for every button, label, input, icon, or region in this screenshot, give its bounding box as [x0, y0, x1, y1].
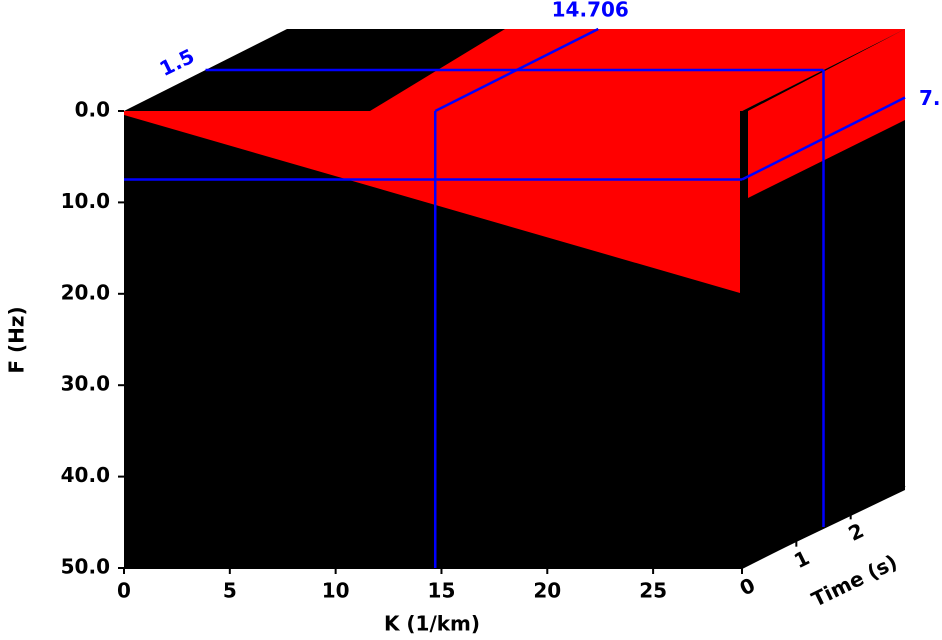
y-tick-label: 20.0: [61, 280, 110, 304]
y-tick-label: 40.0: [61, 463, 110, 487]
y-tick-label: 50.0: [61, 555, 110, 579]
x-tick-label: 0: [117, 579, 131, 603]
cube-faces: [124, 29, 905, 568]
x-tick-label: 25: [639, 579, 667, 603]
front-red-region: [124, 111, 740, 293]
x-tick-label: 20: [533, 579, 561, 603]
x-tick-label: 15: [428, 579, 456, 603]
slice-x-label: 14.706: [552, 0, 629, 22]
x-tick-label: 10: [322, 579, 350, 603]
z-axis-label: Time (s): [808, 550, 901, 612]
y-tick-label: 10.0: [61, 189, 110, 213]
x-axis-label: K (1/km): [384, 612, 480, 636]
slice-z-label: 1.5: [156, 44, 198, 81]
slice-y-label: 7.5: [919, 86, 942, 110]
y-axis-label: F (Hz): [5, 306, 29, 373]
z-tick-label: 0: [736, 573, 759, 601]
z-tick-label: 2: [844, 518, 867, 546]
y-tick-label: 30.0: [61, 372, 110, 396]
x-tick-label: 5: [223, 579, 237, 603]
y-tick-label: 0.0: [75, 98, 110, 122]
z-tick-label: 1: [790, 545, 813, 573]
